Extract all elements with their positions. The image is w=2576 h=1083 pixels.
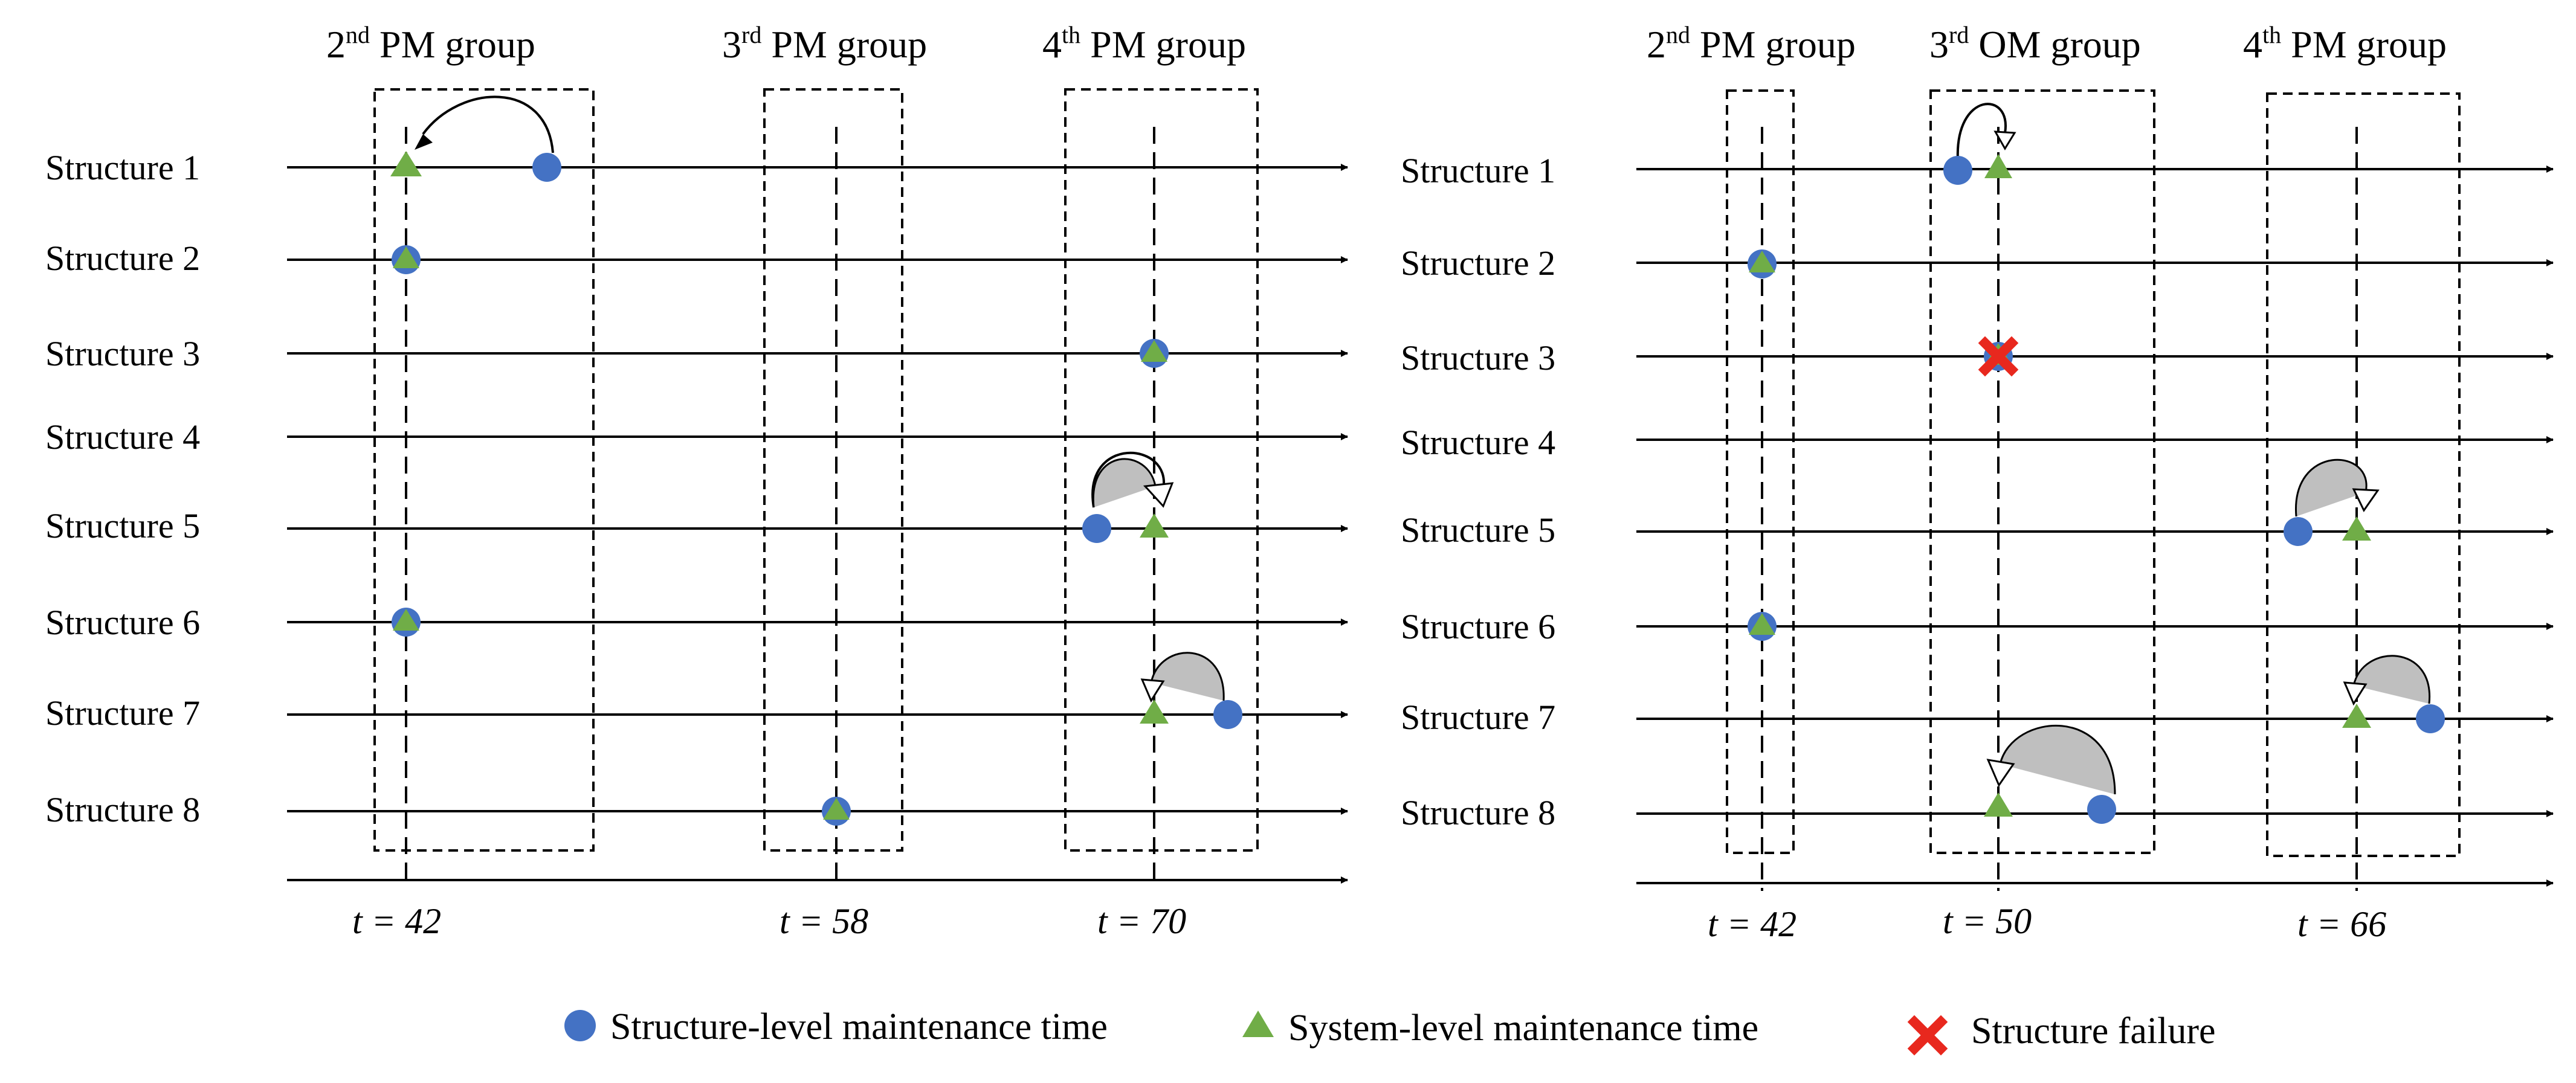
structure-label: Structure 7 (45, 693, 200, 733)
shift-arrow-head (2352, 488, 2380, 512)
legend: Structure-level maintenance time System-… (564, 1006, 2216, 1056)
group-box (1064, 88, 1259, 852)
time-label: t = 50 (1943, 901, 2032, 941)
group-box (1726, 89, 1795, 854)
shift-arrow-head (1993, 130, 2016, 150)
shift-arrow-head (2343, 681, 2368, 706)
structure-label: Structure 1 (1401, 151, 1555, 190)
shift-arrow-body (2352, 655, 2431, 704)
shift-arrow-body (2295, 458, 2368, 517)
time-label: t = 42 (1708, 904, 1796, 944)
structure-label: Structure 8 (1401, 793, 1555, 832)
group-title: 3rd OM group (1929, 21, 2141, 66)
time-label: t = 66 (2297, 904, 2386, 944)
structure-label: Structure 7 (1401, 698, 1555, 737)
legend-system-label: System-level maintenance time (1288, 1007, 1758, 1049)
system-markers (390, 151, 1169, 820)
structure-label: Structure 4 (45, 417, 200, 457)
time-label: t = 58 (780, 901, 868, 941)
structure-label: Structure 3 (45, 334, 200, 373)
group-title: 2nd PM group (1647, 21, 1856, 66)
system-markers (1749, 154, 2371, 817)
group-title: 2nd PM group (326, 21, 535, 66)
legend-failure-marker (1907, 1015, 1948, 1056)
structure-label: Structure 2 (45, 239, 200, 278)
shift-arrow-head (1140, 678, 1165, 703)
group-box (1929, 89, 2155, 854)
shift-arrow (422, 95, 554, 153)
structure-label: Structure 2 (1401, 243, 1555, 283)
shift-arrow (1956, 103, 2007, 161)
shift-arrow-body (1999, 724, 2116, 795)
shift-arrow-head (415, 134, 433, 150)
group-box (373, 88, 595, 852)
structure-label: Structure 6 (45, 603, 200, 642)
group-title: 4th PM group (2243, 21, 2447, 66)
shift-arrow-head (1986, 759, 2015, 788)
timelines (287, 164, 1348, 884)
structure-label: Structure 8 (45, 790, 200, 829)
group-box (2266, 92, 2461, 857)
time-label: t = 70 (1097, 901, 1186, 941)
legend-structure-label: Structure-level maintenance time (610, 1006, 1108, 1047)
shift-arrow-head (1143, 482, 1174, 508)
structure-label: Structure 6 (1401, 607, 1555, 646)
structure-label: Structure 5 (45, 506, 200, 545)
legend-failure-label: Structure failure (1971, 1011, 2216, 1052)
shift-arrow (1091, 451, 1166, 508)
timelines (1636, 166, 2554, 887)
structure-label: Structure 1 (45, 148, 200, 187)
structure-label: Structure 5 (1401, 510, 1555, 550)
legend-system-marker (1242, 1011, 1274, 1037)
failure-marker (1978, 336, 2019, 377)
shift-arrow-body (1092, 458, 1157, 508)
right-panel: 2nd PM group 3rd OM group 4th PM group S… (1401, 21, 2554, 944)
shift-arrow-body (1150, 652, 1225, 701)
group-box (763, 88, 903, 852)
time-label: t = 42 (352, 901, 441, 941)
group-title: 3rd PM group (722, 21, 927, 66)
structure-label: Structure 4 (1401, 423, 1555, 462)
legend-structure-marker (564, 1010, 596, 1041)
group-title: 4th PM group (1042, 21, 1246, 66)
structure-label: Structure 3 (1401, 338, 1555, 378)
left-panel: 2nd PM group 3rd PM group 4th PM group S… (45, 21, 1348, 941)
